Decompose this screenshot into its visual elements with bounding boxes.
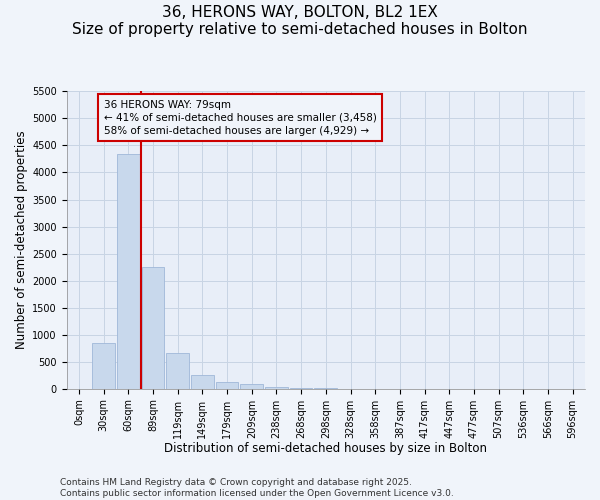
Y-axis label: Number of semi-detached properties: Number of semi-detached properties — [15, 131, 28, 350]
Bar — [191, 374, 214, 388]
Text: 36, HERONS WAY, BOLTON, BL2 1EX
Size of property relative to semi-detached house: 36, HERONS WAY, BOLTON, BL2 1EX Size of … — [72, 5, 528, 38]
Bar — [117, 154, 140, 388]
Bar — [216, 382, 238, 388]
Bar — [142, 267, 164, 388]
Bar — [92, 343, 115, 388]
Text: 36 HERONS WAY: 79sqm
← 41% of semi-detached houses are smaller (3,458)
58% of se: 36 HERONS WAY: 79sqm ← 41% of semi-detac… — [104, 100, 377, 136]
Bar — [241, 384, 263, 388]
Text: Contains HM Land Registry data © Crown copyright and database right 2025.
Contai: Contains HM Land Registry data © Crown c… — [60, 478, 454, 498]
X-axis label: Distribution of semi-detached houses by size in Bolton: Distribution of semi-detached houses by … — [164, 442, 487, 455]
Bar — [265, 387, 288, 388]
Bar — [166, 352, 189, 388]
